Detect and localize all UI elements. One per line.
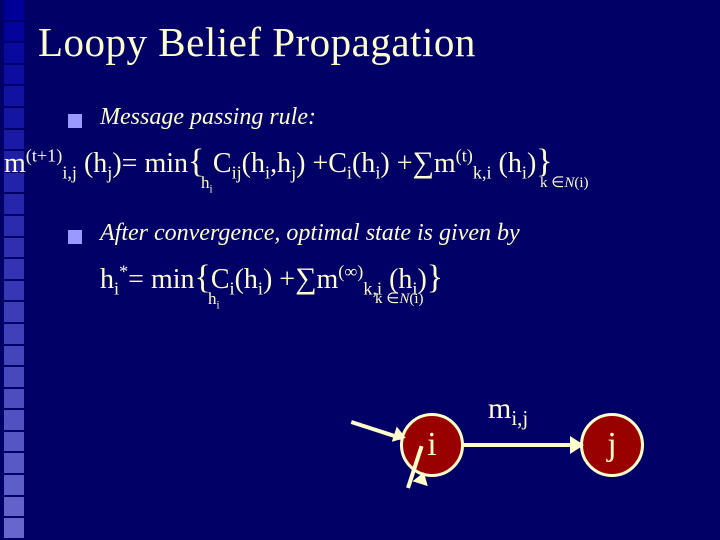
bullet-text: After convergence, optimal state is give… bbox=[100, 220, 520, 247]
eq-text: (i) bbox=[409, 291, 423, 307]
eq-text: k bbox=[540, 175, 551, 191]
eq-text: h bbox=[100, 264, 114, 295]
eq-text: m bbox=[4, 148, 26, 179]
slide-content: Loopy Belief Propagation Message passing… bbox=[38, 18, 708, 319]
eq-text: h bbox=[201, 173, 210, 192]
edge-label: mi,j bbox=[488, 392, 528, 431]
eq-text: ) + bbox=[380, 148, 412, 179]
equation-optimal-state: hi*= min{Ci(hi) +∑m(∞)k,i (hi)} hi k ∈N(… bbox=[100, 259, 708, 300]
eq-text: ∈ bbox=[386, 291, 399, 307]
node-j: j bbox=[580, 413, 644, 477]
eq-text: N bbox=[564, 175, 574, 191]
eq-sum-subscript: k ∈N(i) bbox=[540, 173, 589, 192]
eq-text: (i) bbox=[574, 175, 588, 191]
node-label: i bbox=[427, 426, 436, 464]
bullet-square-icon bbox=[68, 114, 82, 128]
eq-text: (h bbox=[352, 148, 375, 179]
eq-sub: ij bbox=[232, 163, 242, 183]
eq-min-subscript: hi bbox=[208, 289, 220, 311]
eq-sigma: ∑ bbox=[295, 262, 316, 295]
node-label: j bbox=[607, 426, 616, 464]
eq-text: m bbox=[488, 392, 511, 425]
eq-sub: i,j bbox=[62, 163, 77, 183]
eq-sup: * bbox=[119, 261, 128, 281]
node-i: i bbox=[400, 413, 464, 477]
eq-text: ) +C bbox=[296, 148, 347, 179]
eq-sum-subscript: k ∈N(i) bbox=[375, 289, 424, 308]
eq-text: (h bbox=[242, 148, 265, 179]
eq-text: m bbox=[434, 148, 456, 179]
eq-sup: (t+1) bbox=[26, 146, 63, 166]
eq-brace: } bbox=[427, 259, 443, 296]
graph-diagram: i j mi,j bbox=[360, 368, 660, 498]
eq-text: = bbox=[128, 264, 151, 295]
edge-ij bbox=[464, 443, 580, 447]
bullet-item: Message passing rule: bbox=[68, 104, 708, 131]
bullet-item: After convergence, optimal state is give… bbox=[68, 220, 708, 247]
eq-text: ∈ bbox=[551, 175, 564, 191]
eq-text: m bbox=[317, 264, 339, 295]
bullet-square-icon bbox=[68, 230, 82, 244]
eq-text: )= bbox=[112, 148, 144, 179]
eq-sub: k,i bbox=[473, 163, 492, 183]
eq-sub: i bbox=[210, 183, 213, 195]
eq-min: min bbox=[144, 148, 188, 179]
eq-text: (h bbox=[235, 264, 258, 295]
eq-sup: (∞) bbox=[338, 261, 363, 281]
eq-text: C bbox=[213, 148, 232, 179]
eq-text: (h bbox=[84, 148, 107, 179]
eq-text: (h bbox=[492, 148, 522, 179]
eq-text: h bbox=[208, 289, 217, 308]
bullet-text: Message passing rule: bbox=[100, 104, 316, 131]
eq-text: ) + bbox=[263, 264, 295, 295]
equation-message-passing: m(t+1)i,j (hj)= min{ Cij(hi,hj) +Ci(hi) … bbox=[4, 143, 708, 184]
eq-sub: i bbox=[217, 299, 220, 311]
eq-min: min bbox=[151, 264, 195, 295]
eq-text: N bbox=[399, 291, 409, 307]
eq-sub: i,j bbox=[511, 406, 528, 430]
eq-min-subscript: hi bbox=[201, 173, 213, 195]
slide-title: Loopy Belief Propagation bbox=[38, 18, 708, 66]
arrow-right-icon bbox=[570, 436, 584, 454]
gradient-sidebar bbox=[0, 0, 26, 540]
eq-sup: (t) bbox=[456, 146, 473, 166]
eq-text: k bbox=[375, 291, 386, 307]
eq-text: ,h bbox=[270, 148, 291, 179]
eq-text: ) bbox=[527, 148, 536, 179]
eq-sigma: ∑ bbox=[413, 146, 434, 179]
